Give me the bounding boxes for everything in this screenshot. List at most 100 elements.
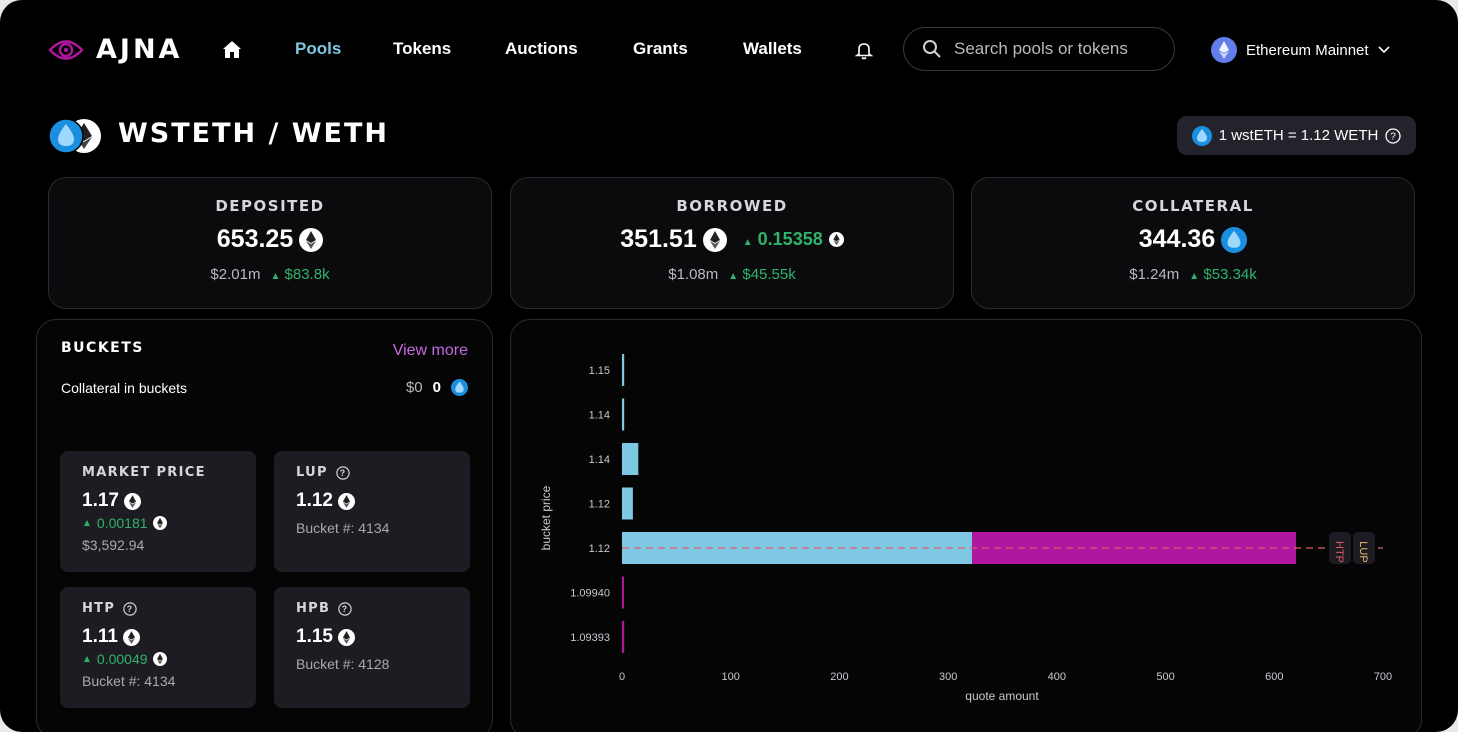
borrowed-delta: 0.15358 <box>757 229 823 249</box>
x-tick-label: 300 <box>939 671 957 683</box>
wsteth-token-icon <box>451 379 468 396</box>
search-input[interactable]: Search pools or tokens <box>954 39 1128 58</box>
network-selector[interactable]: Ethereum Mainnet <box>1211 37 1390 63</box>
search-bar[interactable]: Search pools or tokens <box>903 27 1175 71</box>
deposited-card: DEPOSITED 653.25 $2.01m ▲ $83.8k <box>48 177 492 309</box>
market-price-value: 1.17 <box>82 490 119 511</box>
eye-logo-icon <box>48 39 84 60</box>
bar-1 <box>972 532 1297 564</box>
collateral-in-buckets-label: Collateral in buckets <box>61 380 188 396</box>
market-price-card: MARKET PRICE 1.17 ▲ 0.00181 $3,592.94 <box>60 451 256 572</box>
svg-text:?: ? <box>1391 131 1397 142</box>
collateral-in-buckets-amount: 0 <box>432 379 441 396</box>
collateral-card: COLLATERAL 344.36 $1.24m ▲ $53.34k <box>971 177 1415 309</box>
borrowed-card: BORROWED 351.51 ▲ 0.15358 $1.08m ▲ $45.5… <box>510 177 954 309</box>
bar-0 <box>622 443 639 475</box>
search-icon <box>923 40 941 58</box>
ethereum-network-icon <box>1211 37 1237 63</box>
bar-1 <box>622 621 625 653</box>
y-tick-label: 1.14 <box>589 410 610 422</box>
buckets-panel: BUCKETS View more Collateral in buckets … <box>36 319 493 732</box>
borrowed-value: 351.51 <box>620 225 697 253</box>
help-icon[interactable]: ? <box>336 465 350 480</box>
market-price-usd: $3,592.94 <box>82 537 145 553</box>
chevron-down-icon <box>1378 46 1390 54</box>
rate-text: 1 wstETH = 1.12 WETH <box>1218 127 1379 144</box>
borrowed-usd: $1.08m <box>668 266 719 283</box>
collateral-in-buckets-usd: $0 <box>405 379 423 396</box>
borrowed-usd-delta: $45.55k <box>742 266 796 283</box>
svg-text:?: ? <box>342 604 348 614</box>
htp-label: HTP <box>82 601 116 616</box>
htp-bucket: Bucket #: 4134 <box>82 673 176 689</box>
buckets-title: BUCKETS <box>61 340 144 356</box>
weth-token-icon <box>337 628 355 646</box>
deposited-value: 653.25 <box>216 225 294 253</box>
nav-pools[interactable]: Pools <box>295 39 342 58</box>
home-icon[interactable] <box>220 38 244 62</box>
y-tick-label: 1.12 <box>589 499 610 511</box>
lup-card: LUP ? 1.12 Bucket #: 4134 <box>274 451 470 572</box>
nav-auctions[interactable]: Auctions <box>505 39 578 58</box>
svg-text:?: ? <box>340 468 346 478</box>
lup-bucket: Bucket #: 4134 <box>296 520 390 536</box>
bucket-chart-panel: 1.15 1.14 1.14 1.12 1.12 1.09940 1.09393 0 100 20… <box>510 319 1422 732</box>
bar-0 <box>622 487 633 520</box>
x-tick-label: 100 <box>722 671 740 683</box>
lup-marker-label: LUP <box>1357 541 1369 562</box>
x-tick-label: 700 <box>1374 671 1392 683</box>
deposited-label: DEPOSITED <box>215 197 325 215</box>
lup-label: LUP <box>296 465 328 480</box>
x-tick-label: 500 <box>1156 671 1174 683</box>
bar-0 <box>622 354 625 386</box>
collateral-usd: $1.24m <box>1129 266 1180 283</box>
nav-wallets[interactable]: Wallets <box>743 39 802 58</box>
borrowed-label: BORROWED <box>676 197 788 215</box>
collateral-value: 344.36 <box>1138 225 1216 253</box>
market-price-delta: 0.00181 <box>96 515 148 531</box>
y-tick-label: 1.12 <box>589 543 610 555</box>
view-more-link[interactable]: View more <box>392 342 468 359</box>
weth-token-icon <box>702 227 727 252</box>
x-tick-label: 200 <box>830 671 848 683</box>
x-tick-label: 0 <box>619 671 625 683</box>
hpb-bucket: Bucket #: 4128 <box>296 656 390 672</box>
collateral-usd-delta: $53.34k <box>1203 266 1257 283</box>
help-icon[interactable]: ? <box>123 601 137 616</box>
y-tick-label: 1.14 <box>589 454 610 466</box>
bar-0 <box>622 398 625 431</box>
deposited-usd-delta: $83.8k <box>284 266 330 283</box>
ajna-logo[interactable]: AJNA <box>48 34 182 65</box>
lup-value: 1.12 <box>296 490 333 511</box>
wsteth-token-icon <box>1191 125 1212 146</box>
htp-card: HTP ? 1.11 ▲ 0.00049 Bucket #: 4134 <box>60 587 256 708</box>
x-tick-label: 600 <box>1265 671 1283 683</box>
y-axis-label: bucket price <box>539 485 553 550</box>
htp-delta: 0.00049 <box>96 651 148 667</box>
help-icon[interactable]: ? <box>338 601 352 616</box>
hpb-value: 1.15 <box>296 626 333 647</box>
network-name: Ethereum Mainnet <box>1246 41 1369 59</box>
lup-marker-bg <box>1353 532 1375 564</box>
htp-value: 1.11 <box>82 626 118 647</box>
logo-text: AJNA <box>96 34 183 65</box>
weth-token-icon <box>152 516 167 530</box>
nav-tokens[interactable]: Tokens <box>393 39 452 58</box>
deposited-usd: $2.01m <box>210 266 261 283</box>
token-pair-icon <box>48 118 101 154</box>
y-tick-label: 1.15 <box>589 365 610 377</box>
bell-icon[interactable] <box>854 40 874 60</box>
page-title: WSTETH / WETH <box>118 118 390 149</box>
wsteth-token-icon <box>1221 226 1248 253</box>
svg-text:?: ? <box>127 604 133 614</box>
nav-grants[interactable]: Grants <box>633 39 688 58</box>
weth-token-icon <box>123 492 141 510</box>
help-icon[interactable]: ? <box>1385 127 1401 144</box>
weth-token-icon <box>152 652 167 666</box>
price-rate-badge: 1 wstETH = 1.12 WETH ? <box>1177 116 1416 155</box>
market-price-label: MARKET PRICE <box>82 465 206 480</box>
weth-token-icon <box>299 227 324 252</box>
y-tick-label: 1.09940 <box>570 588 610 600</box>
weth-token-icon <box>337 492 355 510</box>
